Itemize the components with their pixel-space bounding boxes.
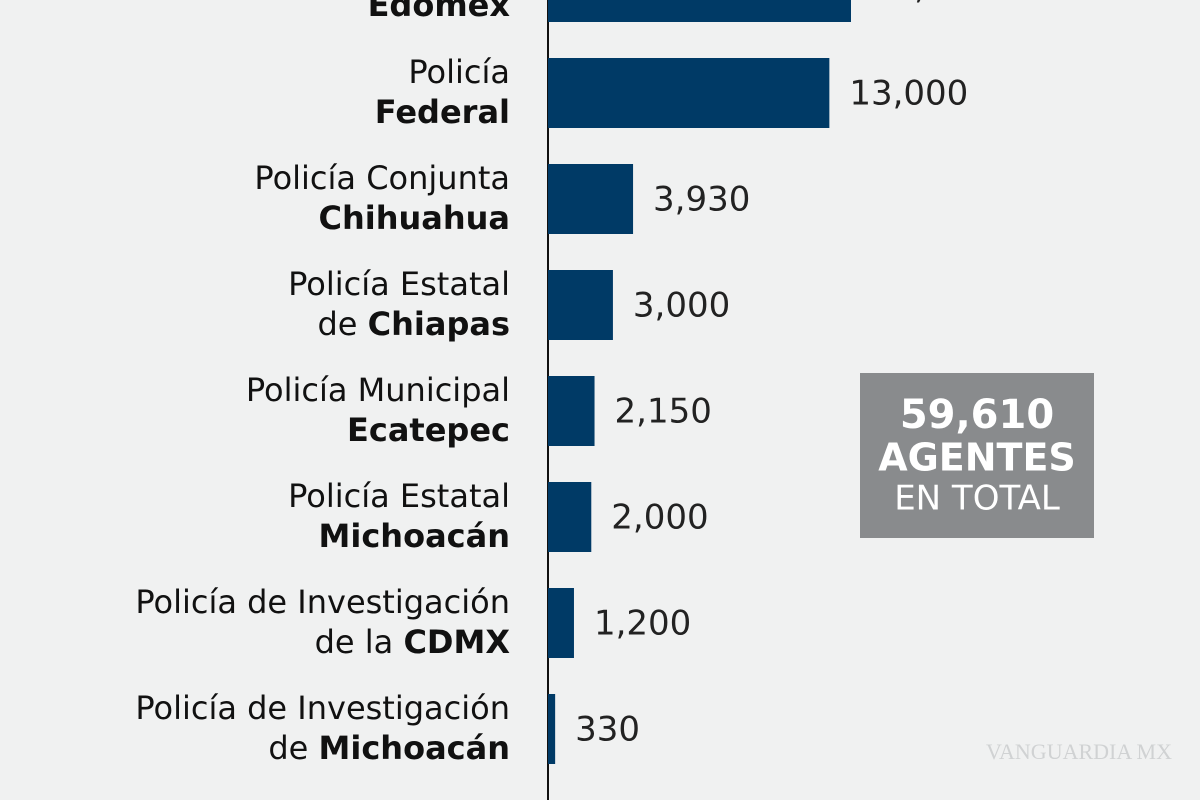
category-label: Policía de Investigación [135,583,510,621]
category-label: de la CDMX [315,623,511,661]
bar [548,376,595,446]
bar [548,0,851,22]
value-label: 1,200 [594,604,691,644]
category-label-part: Chiapas [368,305,510,343]
bar [548,482,592,552]
value-label: 13,000 [849,74,968,114]
category-label-part: Edomex [368,0,511,24]
value-label: 3,930 [653,180,750,220]
category-label-part: de [268,729,318,767]
category-label: Federal [375,93,510,131]
category-label-part: Policía Conjunta [254,159,510,197]
category-label: Policía Municipal [246,371,510,409]
category-label: Edomex [368,0,511,24]
category-label-part: Michoacán [319,729,510,767]
category-label: de Chiapas [317,305,510,343]
watermark: VANGUARDIA MX [986,739,1172,764]
category-label-part: Policía Estatal [288,265,510,303]
value-label: 3,000 [633,286,730,326]
category-label-part: de [317,305,367,343]
value-label: 330 [575,710,640,750]
category-label-part: CDMX [403,623,510,661]
category-label-part: Policía de Investigación [135,689,510,727]
category-label: Michoacán [319,517,510,555]
total-note: EN TOTAL [894,479,1060,519]
category-label: de Michoacán [268,729,510,767]
category-label-part: Policía Estatal [288,477,510,515]
total-box [860,373,1094,538]
category-label-part: Policía de Investigación [135,583,510,621]
category-label: Policía Estatal [288,477,510,515]
category-label: Policía de Investigación [135,689,510,727]
bar [548,588,574,658]
value-label: 2,000 [611,498,708,538]
category-label-part: Michoacán [319,517,510,555]
total-value: 59,610 [900,392,1054,438]
category-label-part: de la [315,623,404,661]
bar [548,164,634,234]
category-label: Ecatepec [347,411,510,449]
bar [548,58,830,128]
category-label: Policía Conjunta [254,159,510,197]
category-label: Chihuahua [318,199,510,237]
category-label-part: Ecatepec [347,411,510,449]
category-label-part: Policía [408,53,510,91]
category-label: Policía [408,53,510,91]
category-label-part: Federal [375,93,510,131]
category-label-part: Chihuahua [318,199,510,237]
value-label: 14,000 [871,0,990,8]
category-label: Policía Estatal [288,265,510,303]
bar [548,270,613,340]
category-label-part: Policía Municipal [246,371,510,409]
bar [548,694,556,764]
value-label: 2,150 [615,392,712,432]
total-unit: AGENTES [878,436,1076,480]
